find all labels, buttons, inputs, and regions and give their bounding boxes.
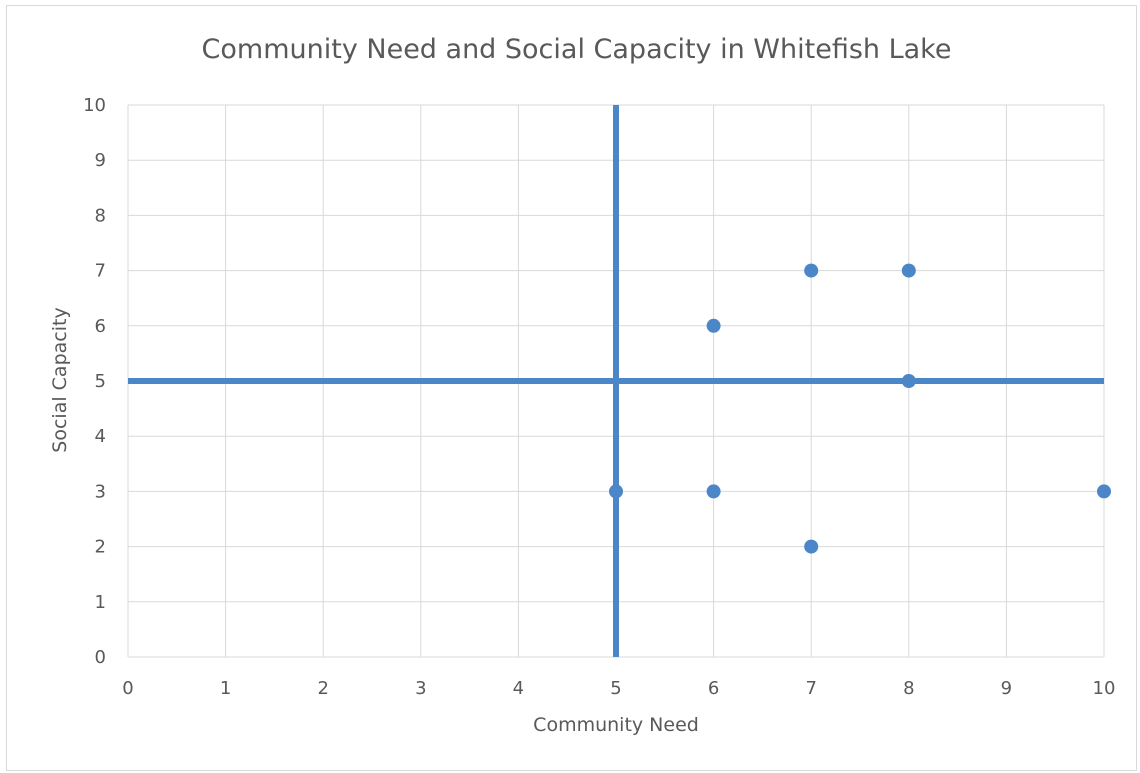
y-tick-label: 0 <box>95 647 106 668</box>
y-tick-label: 1 <box>95 592 106 613</box>
x-tick-label: 2 <box>317 678 328 699</box>
data-point <box>804 263 819 278</box>
y-tick-label: 9 <box>95 150 106 171</box>
chart-frame <box>6 5 1137 771</box>
x-tick-label: 8 <box>903 678 914 699</box>
x-tick-label: 7 <box>805 678 816 699</box>
y-axis-ticks: 0 1 2 3 4 5 6 7 8 9 10 <box>83 95 106 668</box>
y-tick-label: 5 <box>95 371 106 392</box>
data-points <box>609 263 1111 554</box>
data-point <box>901 263 916 278</box>
x-tick-label: 1 <box>220 678 231 699</box>
x-tick-label: 6 <box>708 678 719 699</box>
x-axis-ticks: 0 1 2 3 4 5 6 7 8 9 10 <box>122 678 1115 699</box>
data-point <box>706 484 721 499</box>
x-tick-label: 0 <box>122 678 133 699</box>
y-tick-label: 7 <box>95 261 106 282</box>
reference-lines <box>128 105 1104 657</box>
x-axis-label: Community Need <box>533 714 699 736</box>
data-point <box>609 484 623 499</box>
chart-title: Community Need and Social Capacity in Wh… <box>201 34 952 65</box>
y-tick-label: 3 <box>95 481 106 502</box>
data-point <box>804 539 819 554</box>
data-point <box>1097 484 1111 499</box>
x-tick-label: 9 <box>1001 678 1012 699</box>
y-tick-label: 8 <box>95 205 106 226</box>
x-tick-label: 10 <box>1093 678 1116 699</box>
y-axis-label: Social Capacity <box>49 307 71 453</box>
x-tick-label: 5 <box>610 678 621 699</box>
y-tick-label: 4 <box>95 426 106 447</box>
data-point <box>706 318 721 333</box>
y-tick-label: 2 <box>95 537 106 558</box>
y-tick-label: 10 <box>83 95 106 116</box>
x-tick-label: 4 <box>513 678 524 699</box>
data-point <box>901 374 916 388</box>
y-tick-label: 6 <box>95 316 106 337</box>
x-tick-label: 3 <box>415 678 426 699</box>
